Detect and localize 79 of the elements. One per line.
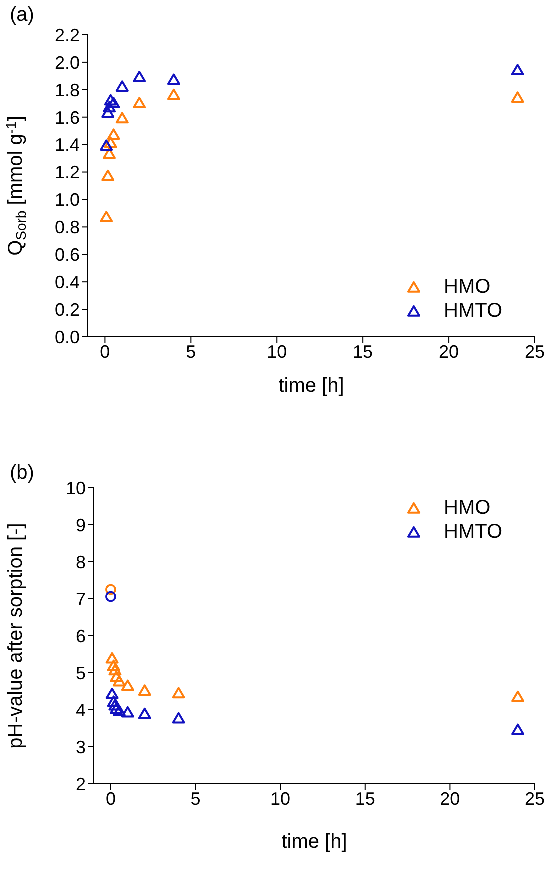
- x-tick-label: 25: [524, 342, 546, 362]
- point: [100, 211, 114, 222]
- point: [116, 112, 129, 124]
- chart-title: (a): [10, 4, 34, 27]
- y-tick-label: 3: [76, 737, 86, 758]
- y-tick-label: 1.0: [54, 190, 80, 210]
- y-tick-label: 0.6: [54, 245, 80, 266]
- y-axis-title: pH-value after sorption [-]: [5, 523, 27, 749]
- point: [110, 702, 124, 714]
- point: [104, 136, 118, 148]
- point: [133, 71, 146, 82]
- y-tick-label: 1.4: [54, 135, 80, 156]
- point: [172, 712, 186, 724]
- x-axis-title: time [h]: [278, 375, 344, 397]
- point: [106, 591, 116, 602]
- point: [102, 106, 115, 118]
- y-tick-label: 10: [66, 478, 86, 498]
- x-tick-label: 15: [353, 342, 374, 362]
- y-tick-label: 1.8: [54, 80, 80, 100]
- point: [102, 148, 116, 160]
- point: [138, 708, 152, 720]
- y-tick-label: 1.2: [54, 162, 80, 183]
- y-tick-label: 1.6: [54, 108, 80, 128]
- point: [108, 664, 122, 676]
- legend-label: HMTO: [444, 300, 503, 322]
- x-tick-label: 20: [440, 788, 460, 809]
- point: [121, 706, 134, 718]
- x-tick-label: 10: [270, 788, 291, 809]
- point: [112, 675, 126, 687]
- x-tick-label: 25: [524, 788, 546, 809]
- point: [110, 670, 124, 682]
- y-tick-label: 8: [76, 552, 86, 572]
- x-tick-label: 5: [186, 342, 196, 362]
- legend-label: HMO: [444, 496, 491, 520]
- y-tick-label: 0.8: [54, 218, 80, 238]
- x-tick-label: 15: [355, 788, 376, 809]
- y-tick-label: 4: [76, 700, 86, 720]
- y-tick-label: 7: [76, 589, 86, 610]
- chart-title: (b): [10, 462, 34, 485]
- point: [106, 688, 119, 700]
- point: [511, 64, 524, 76]
- y-tick-label: 0.0: [54, 327, 80, 348]
- y-tick-label: 9: [76, 515, 86, 536]
- y-tick-label: 2.0: [54, 52, 80, 73]
- y-tick-label: 5: [76, 663, 86, 684]
- y-tick-label: 0.2: [54, 300, 80, 320]
- point: [106, 584, 116, 596]
- y-tick-label: 6: [76, 626, 86, 646]
- x-tick-label: 10: [267, 342, 288, 362]
- point: [102, 170, 115, 182]
- point: [100, 140, 114, 152]
- point: [138, 684, 152, 696]
- point: [133, 97, 146, 108]
- y-tick-label: 0.4: [54, 272, 80, 292]
- point: [116, 80, 129, 92]
- y-tick-label: 2: [76, 774, 86, 794]
- x-tick-label: 5: [190, 788, 201, 809]
- point: [112, 704, 126, 716]
- point: [107, 660, 120, 672]
- point: [511, 92, 524, 103]
- point: [107, 97, 120, 108]
- point: [167, 74, 180, 86]
- point: [167, 88, 180, 100]
- x-tick-label: 20: [439, 342, 460, 362]
- point: [172, 687, 186, 699]
- point: [107, 128, 120, 140]
- legend-label: HMO: [444, 276, 491, 298]
- point: [104, 94, 118, 106]
- point: [121, 680, 134, 692]
- point: [107, 696, 120, 708]
- point: [512, 690, 525, 702]
- x-tick-label: 0: [100, 342, 110, 362]
- legend-label: HMTO: [444, 520, 503, 544]
- point: [106, 652, 119, 664]
- point: [102, 101, 116, 113]
- y-tick-label: 2.2: [54, 25, 80, 46]
- point: [512, 724, 525, 736]
- x-tick-label: 0: [106, 788, 116, 809]
- x-axis-title: time [h]: [282, 831, 348, 853]
